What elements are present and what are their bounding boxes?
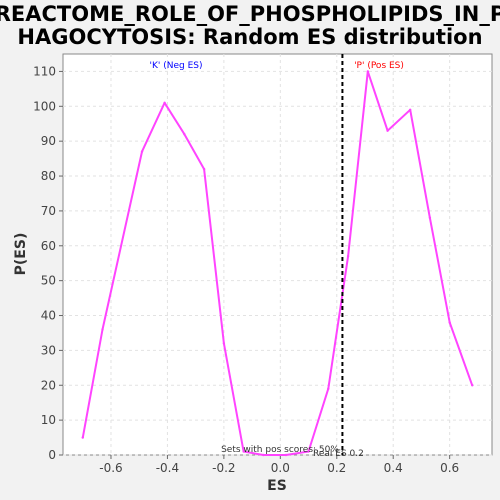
x-tick-label: 0.0 <box>271 461 290 475</box>
y-tick-label: 90 <box>41 134 56 148</box>
chart-title-line-2: HAGOCYTOSIS: Random ES distribution <box>17 25 482 49</box>
data-point <box>409 109 411 111</box>
data-point <box>101 328 103 330</box>
pos-es-label: 'P' (Pos ES) <box>354 61 404 71</box>
y-tick-label: 100 <box>33 99 56 113</box>
data-point <box>163 102 165 104</box>
data-point <box>327 388 329 390</box>
x-tick-label: -0.6 <box>99 461 122 475</box>
y-tick-label: 70 <box>41 204 56 218</box>
x-tick-label: 0.2 <box>327 461 346 475</box>
data-point <box>223 342 225 344</box>
y-tick-label: 60 <box>41 239 56 253</box>
y-axis-title: P(ES) <box>13 233 29 276</box>
y-tick-label: 30 <box>41 343 56 357</box>
neg-es-label: 'K' (Neg ES) <box>150 61 203 71</box>
x-tick-label: 0.6 <box>440 461 459 475</box>
y-tick-label: 40 <box>41 309 56 323</box>
plot-area <box>63 54 492 455</box>
x-tick-label: -0.4 <box>156 461 179 475</box>
x-axis-title: ES <box>267 478 287 494</box>
y-tick-label: 110 <box>33 64 56 78</box>
data-point <box>141 150 143 152</box>
x-tick-label: 0.4 <box>384 461 403 475</box>
data-point <box>82 436 84 438</box>
data-point <box>471 384 473 386</box>
y-tick-label: 80 <box>41 169 56 183</box>
data-point <box>448 321 450 323</box>
y-tick-label: 50 <box>41 274 56 288</box>
x-axis-ticks: -0.6 -0.4 -0.2 0.0 0.2 0.4 0.6 <box>99 455 459 475</box>
y-tick-label: 20 <box>41 378 56 392</box>
data-point <box>203 168 205 170</box>
y-tick-label: 10 <box>41 413 56 427</box>
data-point <box>347 255 349 257</box>
y-axis-ticks: 0 10 20 30 40 50 60 70 80 90 100 110 <box>33 64 63 462</box>
x-tick-label: -0.2 <box>212 461 235 475</box>
y-tick-label: 0 <box>48 448 56 462</box>
real-es-label: Real ES 0.2 <box>313 449 364 459</box>
data-point <box>183 133 185 135</box>
data-point <box>386 130 388 132</box>
data-point <box>429 217 431 219</box>
chart-title-line-1: REACTOME_ROLE_OF_PHOSPHOLIPIDS_IN_P <box>0 2 500 26</box>
